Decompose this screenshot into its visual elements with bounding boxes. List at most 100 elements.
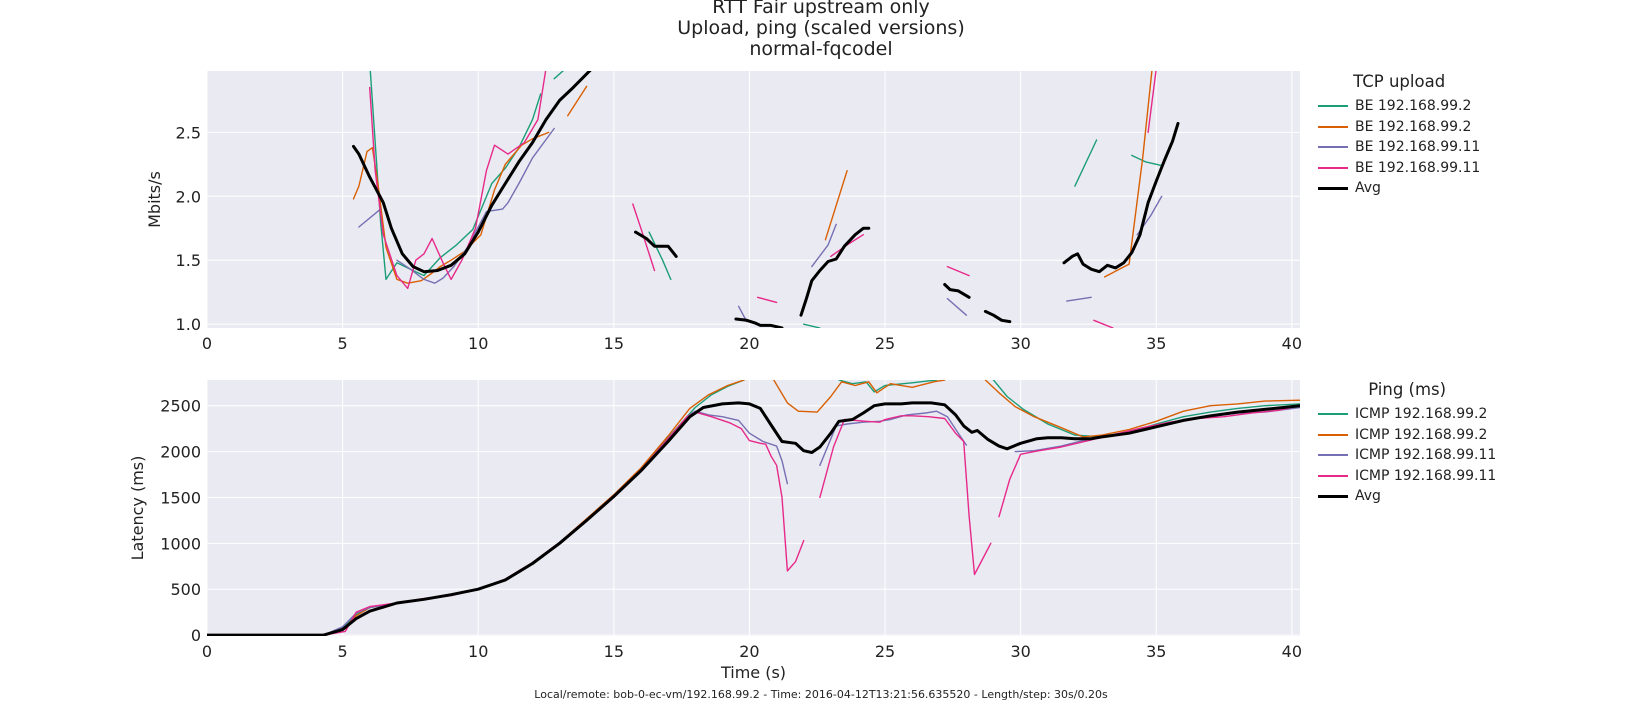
ping-legend: Ping (ms) ICMP 192.168.99.2 ICMP 192.168… <box>1318 380 1496 507</box>
x-tick-label: 0 <box>202 642 212 661</box>
y-tick-label: 1.0 <box>176 315 201 334</box>
series-line-4 <box>369 71 547 290</box>
series-line-2 <box>824 169 848 241</box>
legend-item: Avg <box>1318 178 1480 199</box>
x-tick-label: 15 <box>604 642 624 661</box>
series-line-4 <box>998 405 1300 518</box>
legend-swatch <box>1318 146 1348 149</box>
avg-series-line <box>634 230 678 258</box>
legend-swatch <box>1318 494 1348 498</box>
y-tick-label: 1000 <box>160 534 201 553</box>
legend-label: ICMP 192.168.99.2 <box>1355 406 1488 423</box>
y-axis-label: Mbits/s <box>145 171 164 228</box>
legend-item: Avg <box>1318 486 1496 507</box>
y-tick-label: 500 <box>170 580 201 599</box>
x-tick-label: 0 <box>202 334 212 353</box>
series-line-4 <box>756 296 778 304</box>
x-tick-label: 30 <box>1010 334 1030 353</box>
y-tick-label: 1.5 <box>176 251 201 270</box>
series-line-3 <box>358 208 382 228</box>
x-tick-label: 25 <box>875 642 895 661</box>
series-line-2 <box>567 85 588 117</box>
legend-item: ICMP 192.168.99.11 <box>1318 466 1496 487</box>
x-tick-label: 30 <box>1010 642 1030 661</box>
legend-swatch <box>1318 413 1348 416</box>
series-line-3 <box>946 297 968 316</box>
legend-label: ICMP 192.168.99.2 <box>1355 426 1488 443</box>
series-line-1 <box>1074 139 1098 187</box>
plot-area <box>207 380 1300 636</box>
plot-panel-1: 0 5 10 15 20 25 30 35 40 1.0 1.5 2.0 2.5 Mbits/s <box>145 71 1302 353</box>
legend-item: BE 192.168.99.2 <box>1318 117 1480 138</box>
x-tick-label: 5 <box>338 334 348 353</box>
x-tick-label: 20 <box>739 334 759 353</box>
series-group <box>352 71 1180 328</box>
y-tick-label: 2.0 <box>176 187 201 206</box>
plot-area <box>207 71 1300 328</box>
x-tick-label: 25 <box>875 334 895 353</box>
x-tick-label: 35 <box>1146 642 1166 661</box>
legend-swatch <box>1318 454 1348 457</box>
legend-label: ICMP 192.168.99.11 <box>1355 447 1497 464</box>
x-tick-label: 10 <box>468 334 488 353</box>
series-line-1 <box>838 380 938 393</box>
legend-swatch <box>1318 166 1348 169</box>
avg-series-line <box>734 317 784 328</box>
legend-swatch <box>1318 125 1348 128</box>
avg-series-line <box>983 309 1012 324</box>
chart-title-line-2: Upload, ping (scaled versions) <box>677 17 965 39</box>
y-axis-label: Latency (ms) <box>128 456 147 561</box>
x-tick-label: 40 <box>1282 642 1302 661</box>
legend-swatch <box>1318 474 1348 477</box>
legend-label: BE 192.168.99.11 <box>1355 159 1481 176</box>
legend-swatch <box>1318 433 1348 436</box>
series-line-2 <box>1103 71 1153 278</box>
legend-item: ICMP 192.168.99.2 <box>1318 404 1496 425</box>
y-tick-label: 2000 <box>160 443 201 462</box>
x-tick-label: 40 <box>1282 334 1302 353</box>
legend-label: Avg <box>1355 180 1381 197</box>
legend-swatch <box>1318 186 1348 190</box>
x-axis-label: Time (s) <box>720 663 786 682</box>
legend-item: BE 192.168.99.2 <box>1318 96 1480 117</box>
legend-label: ICMP 192.168.99.11 <box>1355 467 1497 484</box>
legend-label: BE 192.168.99.2 <box>1355 118 1472 135</box>
legend-title: TCP upload <box>1353 72 1446 91</box>
series-line-4 <box>1093 319 1114 328</box>
chart-title-line-3: normal-fqcodel <box>749 38 893 60</box>
series-line-4 <box>1147 71 1157 134</box>
x-tick-label: 35 <box>1146 334 1166 353</box>
series-line-3 <box>1066 296 1092 302</box>
y-tick-label: 1500 <box>160 488 201 507</box>
avg-series-line <box>352 71 592 274</box>
series-line-1 <box>1131 154 1163 167</box>
chart-title-line-1: RTT Fair upstream only <box>712 0 930 18</box>
series-line-3 <box>811 223 837 268</box>
legend-item: BE 192.168.99.11 <box>1318 158 1480 179</box>
y-tick-label: 0 <box>191 626 201 645</box>
legend-title: Ping (ms) <box>1368 380 1447 399</box>
series-line-2 <box>773 380 946 413</box>
avg-series-line <box>1062 121 1180 274</box>
x-tick-label: 15 <box>604 334 624 353</box>
series-line-2 <box>984 380 1300 438</box>
series-line-2 <box>352 131 550 284</box>
series-line-1 <box>553 71 564 80</box>
series-line-1 <box>803 323 821 328</box>
legend-item: ICMP 192.168.99.2 <box>1318 425 1496 446</box>
series-group <box>207 380 1300 636</box>
series-line-3 <box>819 410 968 466</box>
x-tick-label: 5 <box>338 642 348 661</box>
avg-series-line <box>207 401 1300 636</box>
legend-swatch <box>1318 105 1348 108</box>
series-line-4 <box>946 265 970 277</box>
tcp-upload-legend: TCP upload BE 192.168.99.2 BE 192.168.99… <box>1318 72 1480 199</box>
avg-series-line <box>799 226 871 317</box>
x-tick-label: 10 <box>468 642 488 661</box>
footer-metadata: Local/remote: bob-0-ec-vm/192.168.99.2 -… <box>534 688 1108 701</box>
legend-label: BE 192.168.99.11 <box>1355 139 1481 156</box>
legend-item: BE 192.168.99.11 <box>1318 137 1480 158</box>
x-tick-label: 20 <box>739 642 759 661</box>
legend-label: Avg <box>1355 488 1381 505</box>
